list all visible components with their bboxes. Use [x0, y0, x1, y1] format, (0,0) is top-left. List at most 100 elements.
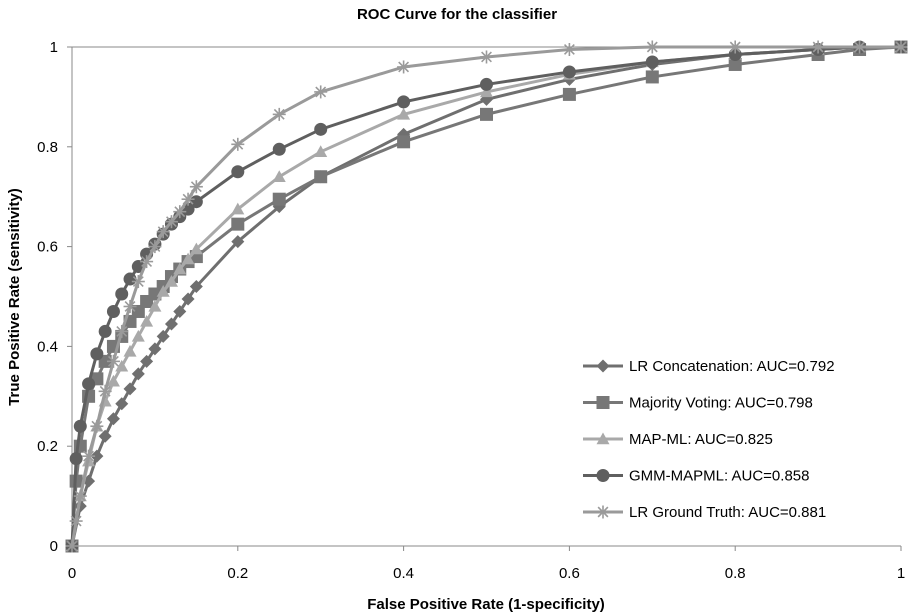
series-5-point	[106, 354, 120, 368]
y-axis-title: True Positive Rate (sensitivity)	[6, 188, 23, 406]
series-5-point	[69, 514, 83, 528]
series-3-point	[397, 107, 411, 120]
legend-label-3: MAP-ML: AUC=0.825	[629, 431, 773, 448]
series-3-point	[156, 285, 170, 297]
series-2-point	[272, 192, 286, 206]
series-4-point	[397, 95, 411, 109]
legend-marker-4	[596, 469, 610, 482]
x-tick-label: 0.4	[393, 565, 414, 582]
series-5-point	[156, 225, 170, 239]
series-5-point	[314, 85, 328, 99]
series-3-point	[189, 242, 203, 255]
series-3-point	[231, 202, 245, 215]
series-5-point	[728, 40, 742, 54]
series-5-point	[173, 205, 187, 219]
y-tick-label: 1	[50, 39, 58, 56]
series-3-point	[131, 329, 145, 342]
series-3-point	[181, 252, 195, 265]
series-4-point	[115, 287, 129, 301]
series-5-point	[181, 192, 195, 206]
series-5-point	[73, 489, 87, 503]
series-3-point	[164, 275, 178, 287]
legend-marker-3	[596, 432, 610, 445]
legend-marker-1	[596, 359, 610, 373]
series-4-point	[231, 165, 245, 179]
series-1-point	[189, 280, 203, 294]
legend-label-1: LR Concatenation: AUC=0.792	[629, 358, 835, 375]
series-1-point	[181, 292, 195, 306]
y-tick-label: 0.4	[37, 338, 58, 355]
series-1-point	[131, 367, 145, 381]
series-2-point	[98, 354, 112, 368]
legend-label-4: GMM-MAPML: AUC=0.858	[629, 468, 809, 485]
series-1-point	[156, 329, 170, 343]
series-1-point	[98, 429, 112, 443]
series-1-point	[106, 412, 120, 426]
series-4-point	[90, 347, 104, 361]
series-3-point	[173, 262, 187, 275]
series-5-point	[82, 449, 96, 463]
series-5-point	[189, 180, 203, 194]
series-3-point	[148, 299, 162, 312]
series-3-point	[314, 145, 328, 157]
series-5-point	[397, 60, 411, 74]
y-tick-label: 0.2	[37, 438, 58, 455]
series-2-point	[728, 57, 742, 71]
plot-area: 0 0.2 0.4 0.6 0.8 1 0 0.2 0.4 0.6 0.8 1	[37, 39, 908, 582]
legend-label-5: LR Ground Truth: AUC=0.881	[629, 504, 826, 521]
y-tick-label: 0.8	[37, 139, 58, 156]
series-5-point	[894, 40, 908, 54]
series-1-point	[164, 317, 178, 331]
series-5-point	[562, 42, 576, 56]
series-1-point	[115, 397, 129, 411]
series-2-point	[231, 217, 245, 231]
series-4-point	[272, 142, 286, 156]
series-5-point	[115, 324, 129, 338]
series-3-point	[140, 314, 154, 327]
series-4-point	[106, 304, 120, 318]
legend-label-2: Majority Voting: AUC=0.798	[629, 395, 813, 412]
y-tick-label: 0	[50, 538, 58, 555]
series-4-point	[480, 77, 493, 91]
x-tick-label: 0	[68, 565, 76, 582]
series-4-point	[98, 324, 112, 338]
x-tick-label: 1	[897, 565, 905, 582]
series-3-point	[123, 344, 137, 357]
series-4-point	[73, 419, 87, 433]
series-5-point	[272, 107, 286, 121]
series-4-point	[69, 452, 83, 466]
series-3-point	[115, 359, 129, 372]
series-5-point	[98, 384, 112, 398]
series-2-point	[314, 170, 328, 184]
legend-marker-2	[596, 396, 610, 409]
x-tick-label: 0.2	[227, 565, 248, 582]
series-2-point	[645, 70, 659, 84]
series-2-point	[397, 135, 411, 149]
series-4-point	[82, 377, 96, 391]
series-4-point	[123, 272, 137, 286]
series-1-point	[140, 354, 154, 368]
series-5-point	[148, 240, 162, 254]
series-5-point	[811, 40, 825, 54]
series-5-point	[123, 299, 137, 313]
series-3-point	[480, 85, 493, 98]
series-1-point	[148, 342, 162, 356]
x-tick-label: 0.6	[559, 565, 580, 582]
series-3-point	[272, 170, 286, 182]
series-2-point	[131, 304, 145, 318]
series-1-point	[73, 499, 87, 513]
series-1-point	[173, 304, 187, 318]
series-5-point	[645, 40, 659, 54]
series-5-point	[65, 539, 79, 553]
series-4-point	[189, 195, 203, 209]
series-5-point	[480, 50, 493, 64]
series-5-point	[231, 137, 245, 151]
series-1-point	[231, 235, 245, 249]
series-5-point	[131, 275, 145, 289]
series-1-point	[123, 382, 137, 396]
legend: LR Concatenation: AUC=0.792 Majority Voti…	[583, 358, 835, 521]
series-4-point	[562, 65, 576, 79]
series-5-point	[140, 255, 154, 269]
series-5-point	[164, 215, 178, 229]
series-4-point	[645, 55, 659, 69]
